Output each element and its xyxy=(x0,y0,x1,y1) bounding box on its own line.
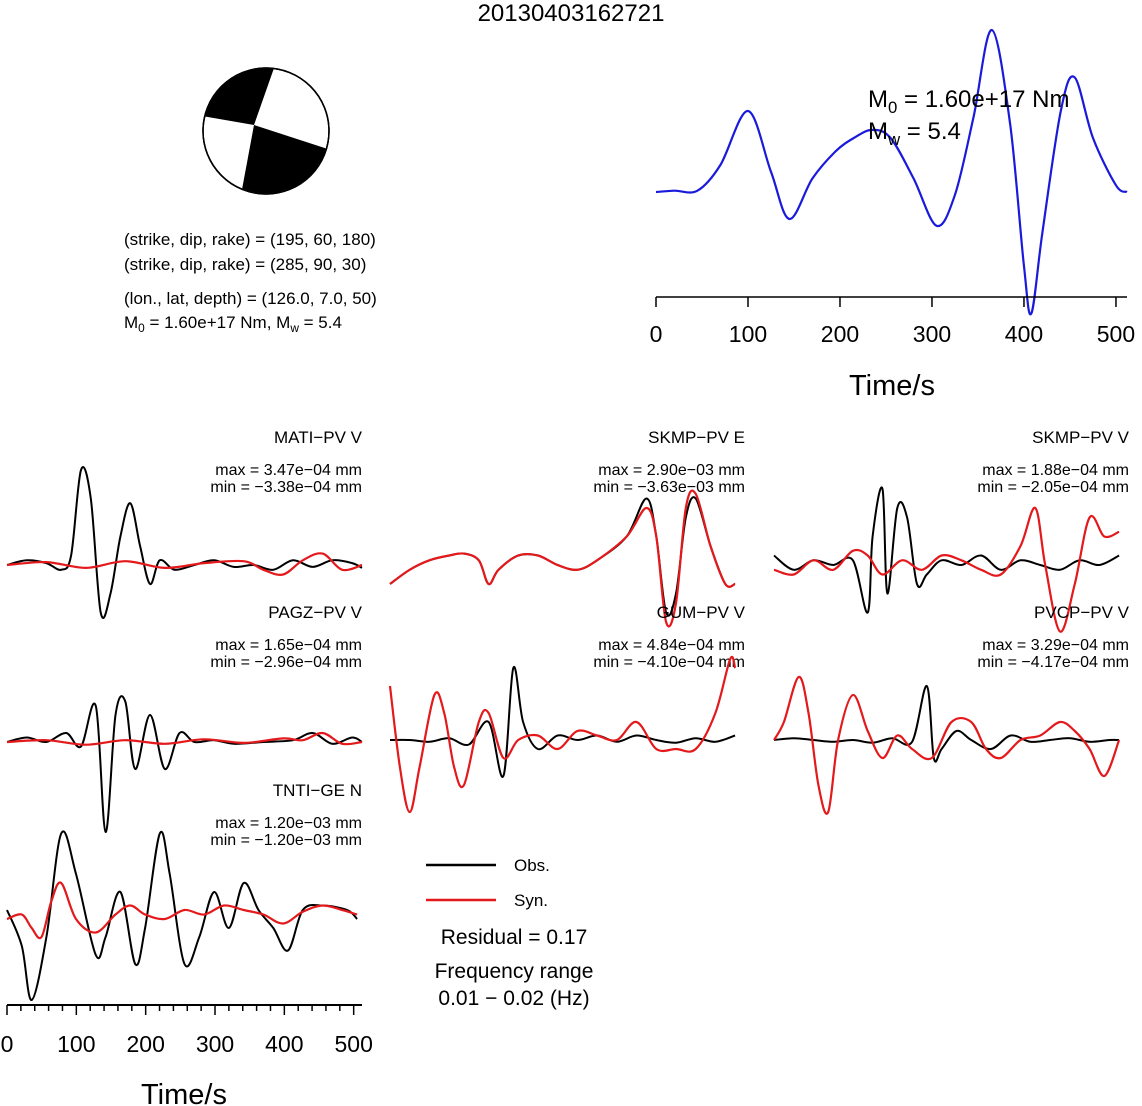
station-max: max = 1.65e−04 mm xyxy=(215,637,362,654)
stf-mw-label: Mw = 5.4 xyxy=(868,118,961,149)
stf-tick-label: 0 xyxy=(650,321,663,347)
station-max: max = 3.29e−04 mm xyxy=(982,637,1129,654)
event-title: 20130403162721 xyxy=(477,0,665,27)
syn-trace xyxy=(388,655,737,814)
stf-xlabel: Time/s xyxy=(849,370,935,402)
waveform-tick-label: 200 xyxy=(126,1031,164,1057)
station-min: min = −3.63e−03 mm xyxy=(593,479,745,496)
waveform-xlabel: Time/s xyxy=(141,1079,227,1106)
beachball xyxy=(202,67,330,195)
stf-tick-label: 100 xyxy=(729,321,767,347)
station-label: MATI−PV V xyxy=(274,428,363,447)
obs-trace xyxy=(6,695,363,834)
syn-trace xyxy=(773,506,1120,633)
obs-trace xyxy=(6,830,358,1002)
stf-moment-label: M0 = 1.60e+17 Nm xyxy=(868,86,1070,117)
waveform-tick-label: 0 xyxy=(1,1031,14,1057)
obs-trace xyxy=(6,466,363,619)
waveform-tick-label: 300 xyxy=(196,1031,234,1057)
waveform-tick-label: 400 xyxy=(265,1031,303,1057)
station-max: max = 3.47e−04 mm xyxy=(215,462,362,479)
station-max: max = 2.90e−03 mm xyxy=(598,462,745,479)
top-graphics: 0 100 200 300 400 500 Time/s xyxy=(202,28,1135,402)
station-min: min = −2.96e−04 mm xyxy=(210,654,362,671)
station-min: min = −3.38e−04 mm xyxy=(210,479,362,496)
frequency-range: 0.01 − 0.02 (Hz) xyxy=(438,987,590,1010)
station-label: PAGZ−PV V xyxy=(268,603,362,622)
station-label: GUM−PV V xyxy=(657,603,746,622)
station-min: min = −4.17e−04 mm xyxy=(977,654,1129,671)
strike-dip-rake-2: (strike, dip, rake) = (285, 90, 30) xyxy=(124,255,367,274)
beachball-border xyxy=(202,67,330,195)
syn-trace xyxy=(6,731,363,746)
stf-line xyxy=(655,28,1128,316)
station-min: min = −4.10e−04 mm xyxy=(593,654,745,671)
residual-label: Residual = 0.17 xyxy=(440,926,588,949)
syn-trace xyxy=(6,552,363,576)
station-min: min = −2.05e−04 mm xyxy=(977,479,1129,496)
legend-obs-label: Obs. xyxy=(514,856,550,875)
station-max: max = 1.88e−04 mm xyxy=(982,462,1129,479)
stf-tick-label: 500 xyxy=(1097,321,1135,347)
frequency-title: Frequency range xyxy=(434,960,594,983)
obs-trace xyxy=(773,486,1120,614)
stf-tick-label: 300 xyxy=(913,321,951,347)
strike-dip-rake-1: (strike, dip, rake) = (195, 60, 180) xyxy=(124,230,376,249)
stf-tick-label: 200 xyxy=(821,321,859,347)
station-label: SKMP−PV E xyxy=(648,428,745,447)
station-label: PVCP−PV V xyxy=(1034,603,1130,622)
syn-trace xyxy=(389,489,736,628)
station-max: max = 1.20e−03 mm xyxy=(215,815,362,832)
waveform-tick-label: 500 xyxy=(334,1031,372,1057)
legend-syn-label: Syn. xyxy=(514,891,549,910)
station-max: max = 4.84e−04 mm xyxy=(598,637,745,654)
waveform-tick-label: 100 xyxy=(57,1031,95,1057)
station-label: SKMP−PV V xyxy=(1032,428,1130,447)
legend-lines xyxy=(426,863,496,902)
moment-magnitude: M0 = 1.60e+17 Nm, Mw = 5.4 xyxy=(124,313,342,336)
stf-tick-label: 400 xyxy=(1005,321,1043,347)
location-depth: (lon., lat, depth) = (126.0, 7.0, 50) xyxy=(124,289,377,308)
obs-trace xyxy=(389,666,736,778)
station-label: TNTI−GE N xyxy=(273,781,362,800)
station-min: min = −1.20e−03 mm xyxy=(210,832,362,849)
syn-trace xyxy=(773,675,1121,815)
obs-trace xyxy=(773,684,1120,763)
syn-trace xyxy=(6,881,358,940)
